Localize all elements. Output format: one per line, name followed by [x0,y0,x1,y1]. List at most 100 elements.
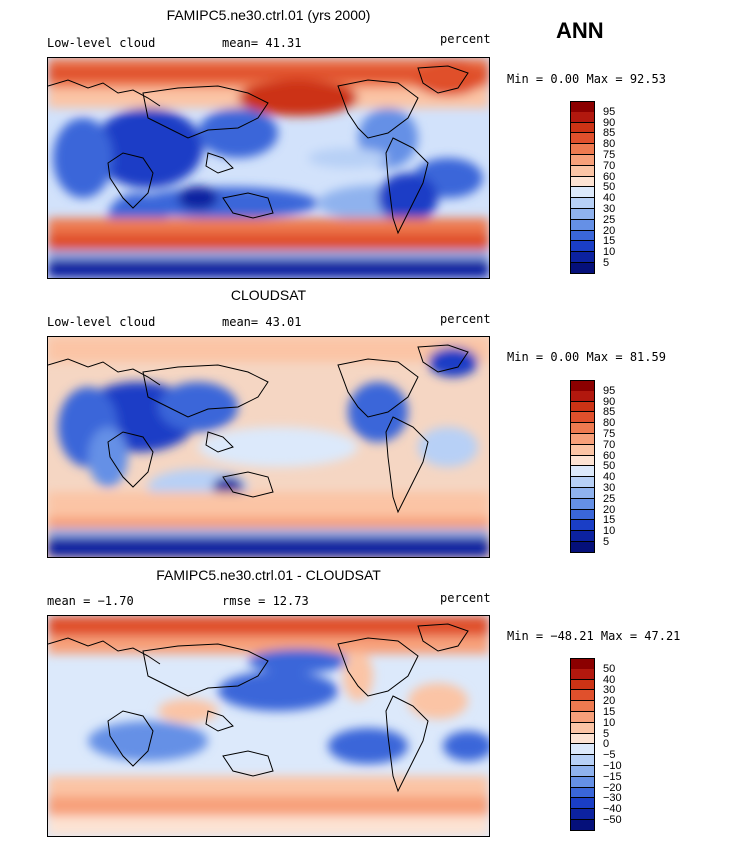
colorbar-model-tick-label: 70 [603,159,616,172]
panel-model-title: FAMIPC5.ne30.ctrl.01 (yrs 2000) [166,7,371,23]
colorbar-obs-swatch [570,509,595,521]
colorbar-obs-swatch [570,531,595,542]
colorbar-obs-swatch [570,520,595,532]
colorbar-obs-tick-label: 75 [603,428,616,440]
panel-model-variable: Low-level cloud [47,36,156,50]
colorbar-diff-swatch [570,733,595,745]
colorbar-model-tick-label: 15 [603,235,616,248]
panel-obs-mean: mean= 43.01 [222,315,302,329]
colorbar-model-tick-label: 60 [603,170,616,183]
colorbar-diff-tick-label: 5 [603,727,610,740]
colorbar-diff-tick-label: −30 [603,792,622,805]
colorbar-obs-swatch [570,412,595,424]
colorbar-diff-swatch [570,679,595,691]
colorbar-diff-tick-label: −40 [603,803,622,816]
panel-obs-units: percent [440,312,491,326]
colorbar-diff-tick-label: −15 [603,770,622,783]
colorbar-obs-tick-label: 90 [603,395,616,408]
colorbar-model-tick-label: 30 [603,203,616,215]
colorbar-obs-tick-label: 95 [603,384,616,397]
colorbar-obs-swatch [570,434,595,445]
colorbar-model-swatch [570,209,595,220]
colorbar-diff-tick-label: 15 [603,706,616,718]
colorbar-obs-tick-label: 20 [603,503,616,516]
colorbar-model-tick-label: 50 [603,181,616,194]
panel-model-minmax: Min = 0.00 Max = 92.53 [507,72,666,86]
colorbar-obs-tick-label: 10 [603,525,616,538]
colorbar-diff-swatch [570,690,595,702]
panel-obs-title: CLOUDSAT [230,287,307,303]
colorbar-model-swatch [570,165,595,177]
colorbar-model-swatch [570,219,595,231]
colorbar-obs-tick-label: 70 [603,438,616,451]
colorbar-obs-tick-label: 30 [603,482,616,494]
panel-model-units: percent [440,32,491,46]
colorbar-model-swatch [570,133,595,145]
colorbar-diff-tick-label: 0 [603,738,610,751]
colorbar-diff-swatch [570,787,595,799]
colorbar-model-tick-label: 5 [603,257,610,269]
panel-obs-map [47,336,490,558]
colorbar-diff-tick-label: 20 [603,695,616,708]
colorbar-model-tick-label: 90 [603,116,616,129]
colorbar-model-tick-label: 20 [603,224,616,237]
colorbar-obs-tick-label: 80 [603,417,616,430]
colorbar-model-swatch [570,155,595,166]
colorbar-model-swatch [570,252,595,263]
colorbar-obs-tick-label: 25 [603,492,616,505]
colorbar-model-swatch [570,241,595,253]
colorbar-diff-swatch [570,820,595,831]
panel-obs-variable: Low-level cloud [47,315,156,329]
panel-diff-map [47,615,490,837]
colorbar-diff-tick-label: −50 [603,814,622,826]
colorbar-model-swatch [570,176,595,188]
colorbar-model-swatch [570,122,595,134]
colorbar-obs-tick-label: 40 [603,471,616,484]
colorbar-model-tick-label: 75 [603,149,616,161]
colorbar-diff-swatch [570,798,595,810]
panel-diff-mean: mean = −1.70 [47,594,134,608]
colorbar-diff-swatch [570,712,595,723]
panel-obs-minmax: Min = 0.00 Max = 81.59 [507,350,666,364]
panel-diff-title: FAMIPC5.ne30.ctrl.01 - CLOUDSAT [156,567,381,583]
colorbar-obs-swatch [570,542,595,553]
colorbar-model-swatch [570,187,595,199]
colorbar-model-swatch [570,263,595,274]
colorbar-obs-tick-label: 50 [603,460,616,473]
colorbar-diff-swatch [570,766,595,777]
colorbar-diff-tick-label: 50 [603,662,616,675]
colorbar-obs-tick-label: 15 [603,514,616,527]
colorbar-obs-swatch [570,423,595,434]
colorbar-diff-tick-label: −5 [603,749,616,762]
colorbar-obs-tick-label: 5 [603,536,610,548]
colorbar-diff-tick-label: 40 [603,673,616,686]
colorbar-diff-tick-label: −20 [603,781,622,794]
colorbar-obs-swatch [570,488,595,499]
panel-diff-units: percent [440,591,491,605]
colorbar-diff-swatch [570,722,595,734]
season-label: ANN [556,18,604,43]
colorbar-obs-swatch [570,401,595,413]
colorbar-obs-swatch [570,444,595,456]
colorbar-model-swatch [570,144,595,155]
colorbar-diff-swatch [570,755,595,766]
colorbar-diff-swatch [570,668,595,680]
colorbar-model-tick-label: 40 [603,192,616,205]
colorbar-model-tick-label: 95 [603,105,616,118]
panel-diff-minmax: Min = −48.21 Max = 47.21 [507,629,681,643]
panel-diff-rmse: rmse = 12.73 [222,594,309,608]
coastline-outline [48,65,469,235]
colorbar-diff-tick-label: −10 [603,760,622,772]
colorbar-diff-swatch [570,701,595,712]
colorbar-model-swatch [570,198,595,209]
colorbar-obs-swatch [570,390,595,402]
colorbar-diff-swatch [570,809,595,820]
panel-model-mean: mean= 41.31 [222,36,302,50]
colorbar-model-tick-label: 85 [603,127,616,140]
colorbar-obs-tick-label: 60 [603,449,616,462]
colorbar-obs-swatch [570,455,595,467]
colorbar-model-swatch [570,230,595,242]
colorbar-diff-swatch [570,776,595,788]
colorbar-model-tick-label: 25 [603,213,616,226]
colorbar-obs-swatch [570,498,595,510]
